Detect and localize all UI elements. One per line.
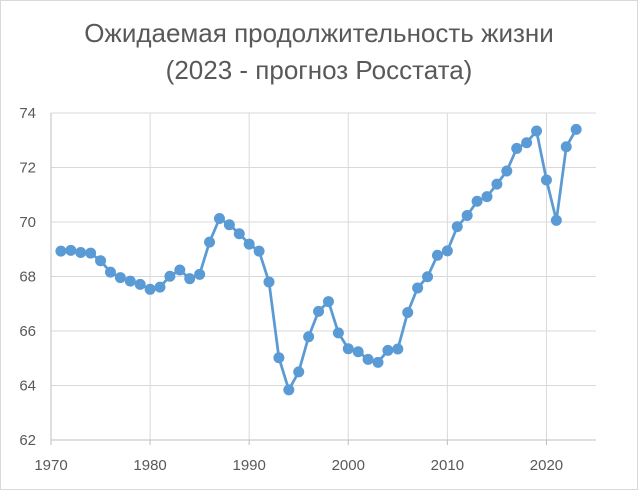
data-point [461, 209, 473, 221]
data-point [243, 238, 255, 250]
data-point [342, 343, 354, 355]
data-point [362, 353, 374, 365]
x-tick-label: 1980 [133, 457, 166, 474]
data-point [55, 245, 67, 257]
data-point [154, 281, 166, 293]
x-tick-label: 1990 [232, 457, 265, 474]
x-tick-label: 2020 [530, 457, 563, 474]
data-point [114, 272, 126, 284]
data-point [65, 244, 77, 256]
data-point [233, 228, 245, 240]
data-point [481, 191, 493, 203]
data-point [75, 247, 87, 259]
data-point [382, 344, 394, 356]
data-point [253, 245, 265, 257]
data-point [104, 266, 116, 278]
data-point [204, 236, 216, 248]
y-tick-label: 64 [19, 378, 36, 395]
series-line [60, 128, 578, 392]
chart-title-line-2: (2023 - прогноз Росстата) [165, 55, 473, 85]
data-point [570, 123, 582, 135]
chart-title-line-1: Ожидаемая продолжительность жизни [84, 18, 554, 48]
data-point [85, 247, 97, 259]
y-tick-label: 62 [19, 432, 36, 449]
data-point [322, 296, 334, 308]
data-point [164, 270, 176, 282]
data-point [372, 356, 384, 368]
data-point [412, 282, 424, 294]
data-point [422, 271, 434, 283]
data-point [471, 195, 483, 207]
x-tick-label: 2010 [431, 457, 464, 474]
data-point [511, 142, 523, 154]
x-tick-label: 1970 [34, 457, 67, 474]
data-point [441, 245, 453, 257]
data-point [223, 219, 235, 231]
y-tick-label: 70 [19, 214, 36, 231]
data-point [550, 214, 562, 226]
data-point [273, 352, 285, 364]
data-point [392, 343, 404, 355]
data-point [293, 366, 305, 378]
y-tick-label: 72 [19, 160, 36, 177]
data-point [303, 331, 315, 343]
data-point [134, 278, 146, 290]
data-point [283, 384, 295, 396]
y-tick-label: 66 [19, 323, 36, 340]
data-point [184, 273, 196, 285]
data-point [531, 125, 543, 137]
data-point [560, 141, 572, 153]
data-point [263, 276, 275, 288]
axes: 62 64 66 68 70 72 74 1970 1980 1990 2000 2010 2020 [19, 105, 596, 474]
data-point [174, 264, 186, 276]
data-point [540, 174, 552, 186]
data-point [213, 212, 225, 224]
data-point [313, 305, 325, 317]
data-point [491, 178, 503, 190]
data-point [402, 306, 414, 318]
series-layer [55, 123, 582, 396]
x-tick-label: 2000 [332, 457, 365, 474]
data-point [332, 327, 344, 339]
grid [51, 112, 596, 440]
y-tick-label: 74 [19, 105, 36, 122]
data-point [95, 255, 107, 267]
data-point [501, 165, 513, 177]
data-point [352, 346, 364, 358]
data-point [194, 268, 206, 280]
data-point [451, 221, 463, 233]
data-point [124, 275, 136, 287]
y-tick-label: 68 [19, 269, 36, 286]
data-point [521, 137, 533, 149]
data-point [431, 249, 443, 261]
data-point [144, 283, 156, 295]
